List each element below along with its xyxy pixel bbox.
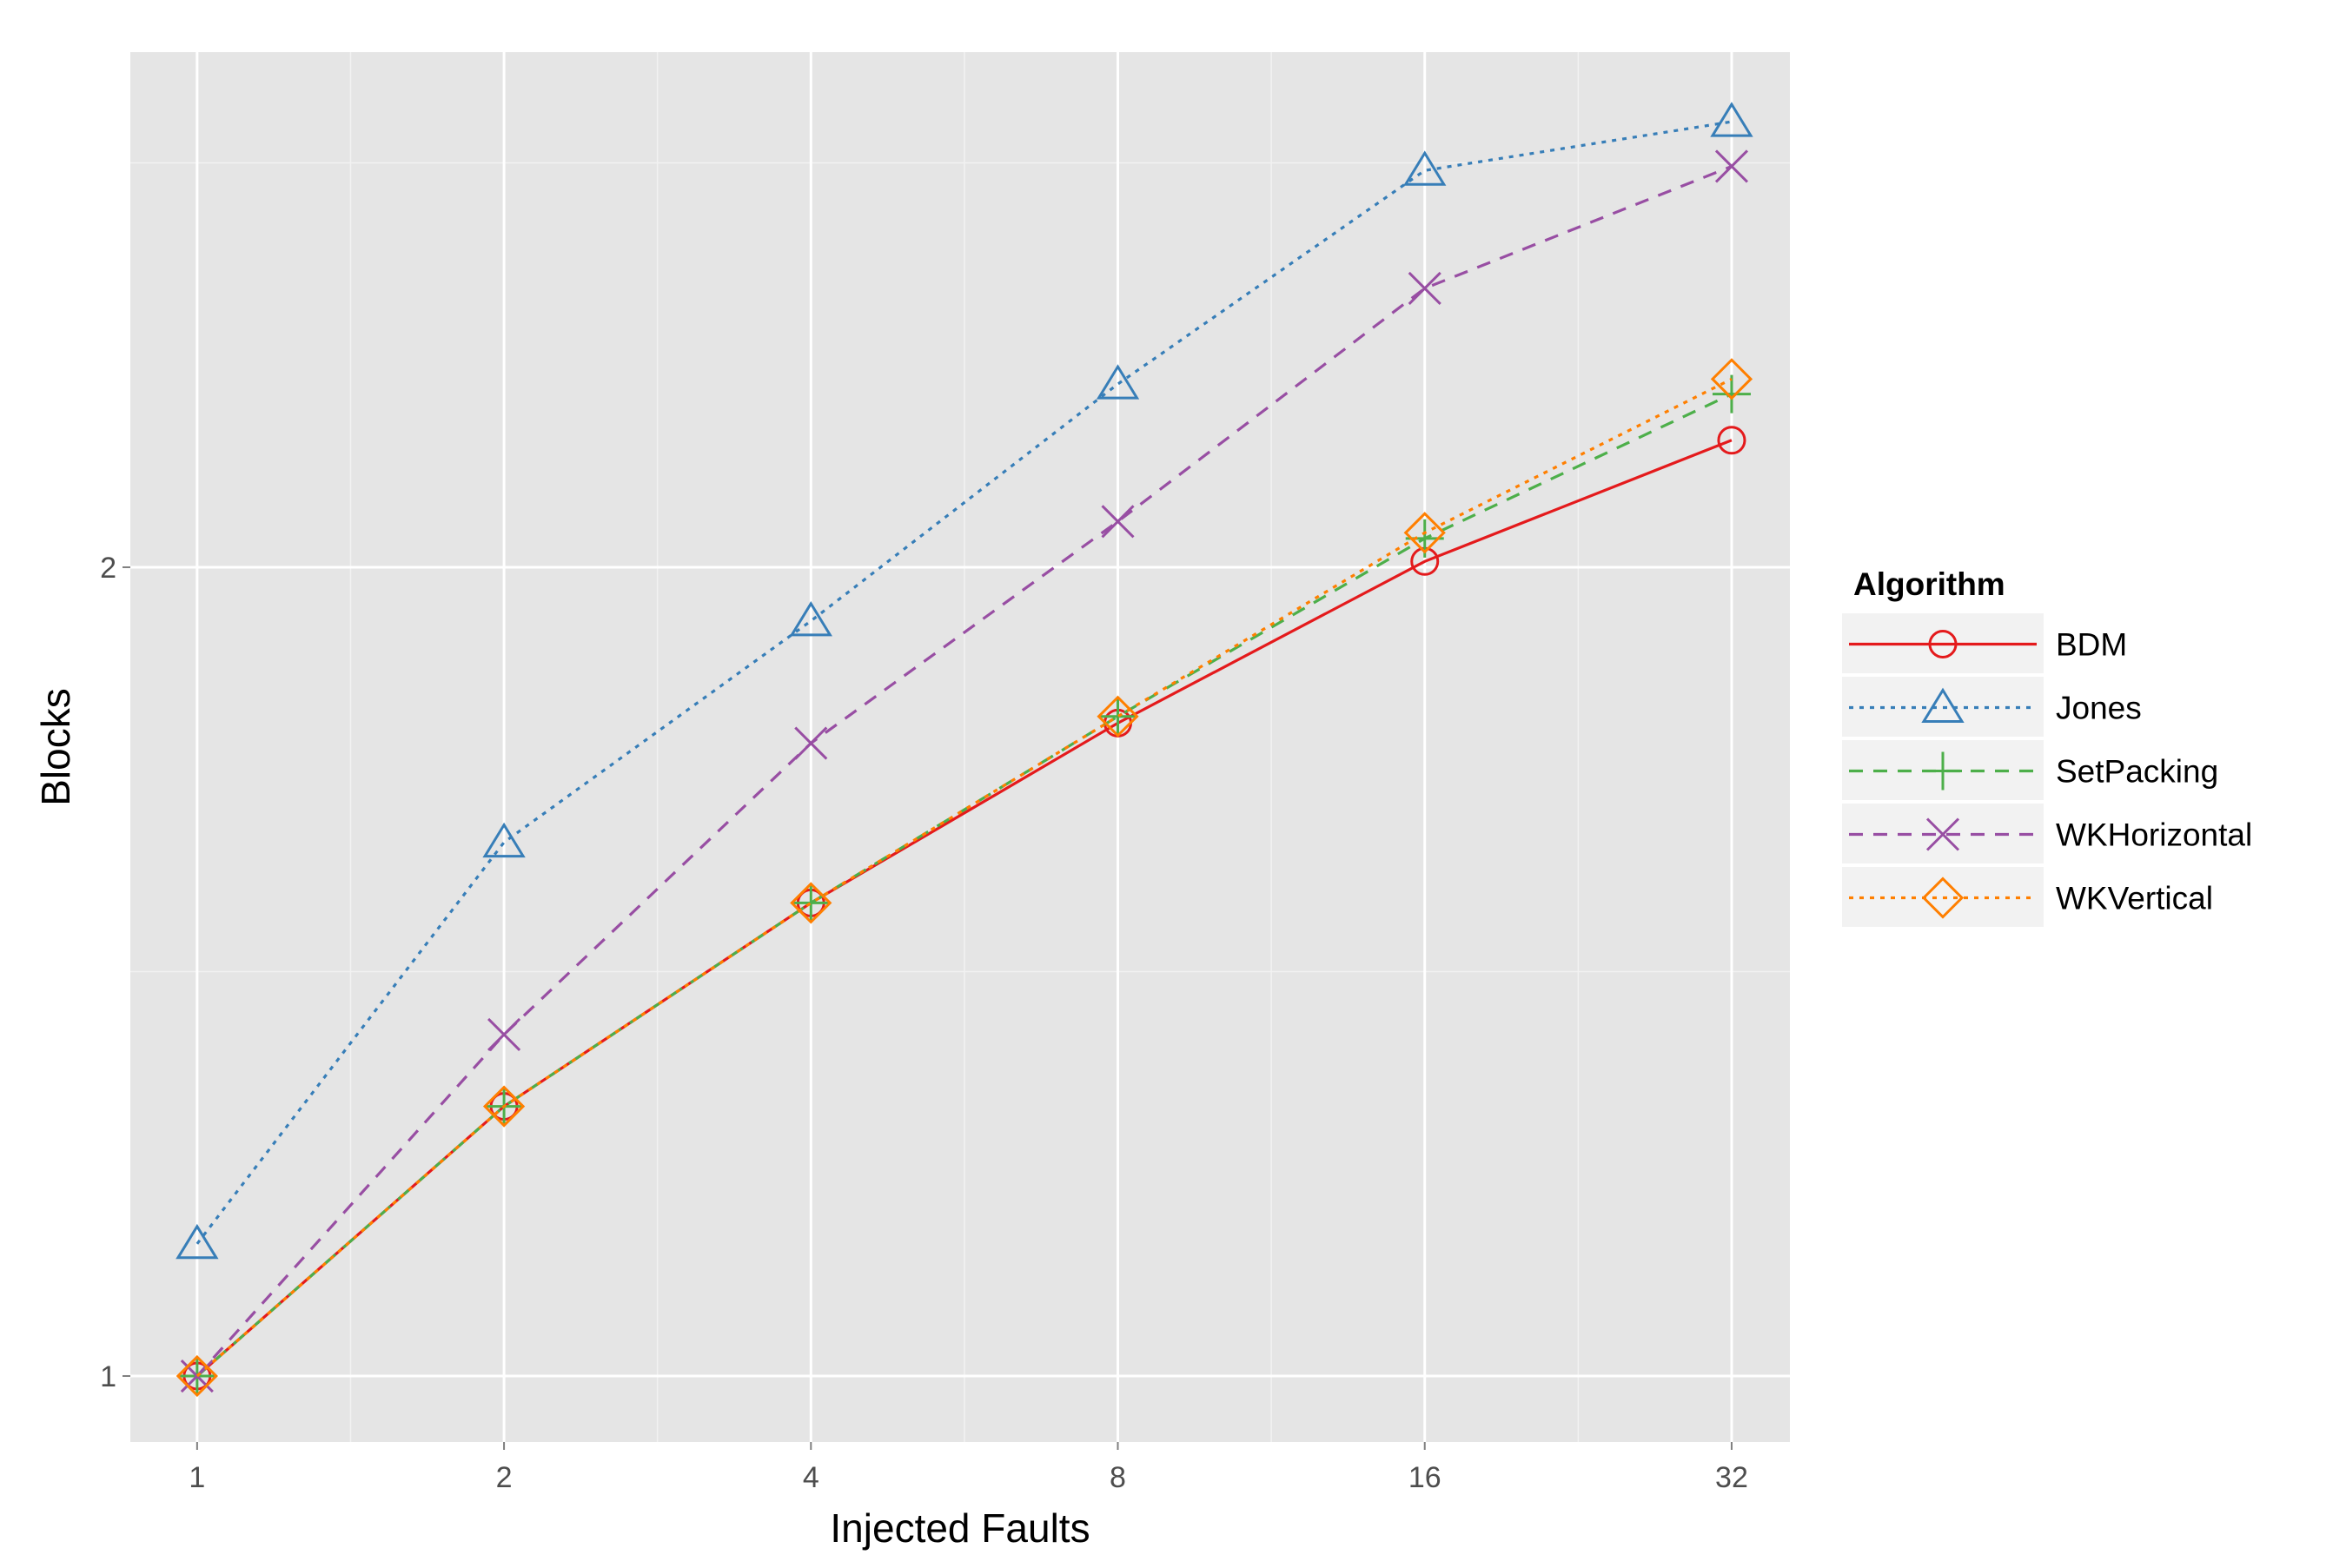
series-line-wkhorizontal [196, 164, 1733, 1378]
data-point-wkhorizontal [1714, 149, 1749, 183]
data-point-wkhorizontal [487, 1017, 521, 1051]
axis-ticks: 1 2 4 8 16 32 1 2 [100, 552, 1748, 1494]
legend-item-bdm: BDM [1842, 613, 2127, 673]
data-point-wkvertical [482, 1085, 526, 1128]
series-jones [176, 102, 1753, 1260]
y-tick-label: 1 [100, 1360, 116, 1393]
legend: Algorithm BDM Jones SetPacking WKHorizontal… [1842, 566, 2252, 927]
x-tick-label: 32 [1715, 1461, 1748, 1494]
data-point-jones [1096, 364, 1140, 400]
legend-label-wkvertical: WKVertical [2056, 881, 2213, 916]
x-tick-label: 2 [496, 1461, 513, 1494]
x-tick-label: 16 [1408, 1461, 1441, 1494]
series-wkvertical [176, 358, 1753, 1398]
legend-item-wkvertical: WKVertical [1842, 867, 2213, 927]
legend-key-marker [1928, 630, 1958, 658]
legend-key-marker [1925, 817, 1960, 851]
data-point-wkhorizontal [794, 726, 828, 760]
data-point-bdm [1717, 426, 1746, 455]
series-line-setpacking [196, 393, 1733, 1378]
data-point-wkvertical [1097, 695, 1139, 738]
data-point-setpacking [792, 883, 831, 923]
legend-key-marker [1924, 751, 1962, 791]
x-tick-label: 1 [189, 1461, 205, 1494]
series-line-bdm [196, 439, 1733, 1378]
x-tick-label: 8 [1110, 1461, 1126, 1494]
data-point-jones [1403, 150, 1447, 186]
data-point-setpacking [1712, 374, 1751, 414]
grid-lines [130, 52, 1790, 1442]
data-point-jones [789, 600, 832, 637]
legend-key-marker [1921, 877, 1965, 919]
data-point-wkvertical [1403, 512, 1446, 554]
y-axis-title: Blocks [33, 688, 78, 805]
y-tick-label: 2 [100, 552, 116, 585]
legend-label-bdm: BDM [2056, 627, 2127, 663]
data-point-jones [176, 1223, 219, 1260]
legend-entries: BDM Jones SetPacking WKHorizontal WKVertical [1842, 613, 2252, 927]
x-tick-label: 4 [803, 1461, 819, 1494]
data-point-wkhorizontal [1408, 271, 1441, 306]
data-point-wkvertical [1710, 358, 1753, 400]
legend-label-jones: Jones [2056, 691, 2142, 726]
series-line-jones [196, 120, 1733, 1245]
data-point-jones [1710, 102, 1753, 137]
data-point-wkhorizontal [1101, 505, 1135, 539]
legend-title: Algorithm [1853, 566, 2005, 602]
data-point-setpacking [1098, 697, 1137, 736]
data-point-wkvertical [176, 1354, 218, 1398]
legend-item-setpacking: SetPacking [1842, 740, 2218, 800]
legend-key-marker [1921, 687, 1965, 723]
legend-item-wkhorizontal: WKHorizontal [1842, 804, 2252, 863]
plot-panel [130, 52, 1790, 1442]
legend-label-wkhorizontal: WKHorizontal [2056, 817, 2252, 853]
legend-label-setpacking: SetPacking [2056, 754, 2218, 790]
series-layer [176, 102, 1753, 1398]
x-axis-title: Injected Faults [830, 1505, 1090, 1551]
data-point-wkvertical [790, 882, 832, 924]
legend-item-jones: Jones [1842, 677, 2142, 737]
data-point-jones [482, 822, 526, 858]
